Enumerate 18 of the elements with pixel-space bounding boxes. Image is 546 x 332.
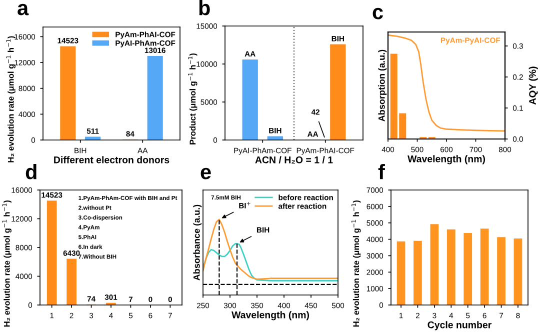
chart-title: b [199,0,210,16]
chart-title: f [378,164,385,180]
y-axis-title: H₂ evolution rate (μmol g$^{−1}$ h$^{−1}$) [6,36,16,162]
chart-title: d [26,164,36,180]
chart-title: c [372,8,383,20]
y-axis-title: H₂ evolution rate (μmol g$^{−1}$ h$^{−1}$) [2,200,12,327]
x-axis-title: Wavelength (nm) [408,155,485,164]
chart-title: a [18,4,29,16]
chart-title: e [200,168,211,180]
x-axis-title: Different electron donors [54,156,170,164]
y-axis-title: Product (μmol g$^{−1}$ h$^{−1}$) [188,53,198,144]
y-axis-title: Absorbance (a.u.) [193,204,202,280]
x-axis-title: ACN / H₂O = 1 / 1 [255,156,333,164]
x-axis-title: Wavelength (nm) [232,311,309,320]
x-axis-title: Cycle number [428,321,492,330]
y-axis-title: Absorption (a.u.) [378,50,387,122]
y2-axis-title: AQY (%) [528,66,538,105]
y-axis-title: H₂ evolution rate (μmol g$^{−1}$ h$^{−1}$) [352,200,361,327]
